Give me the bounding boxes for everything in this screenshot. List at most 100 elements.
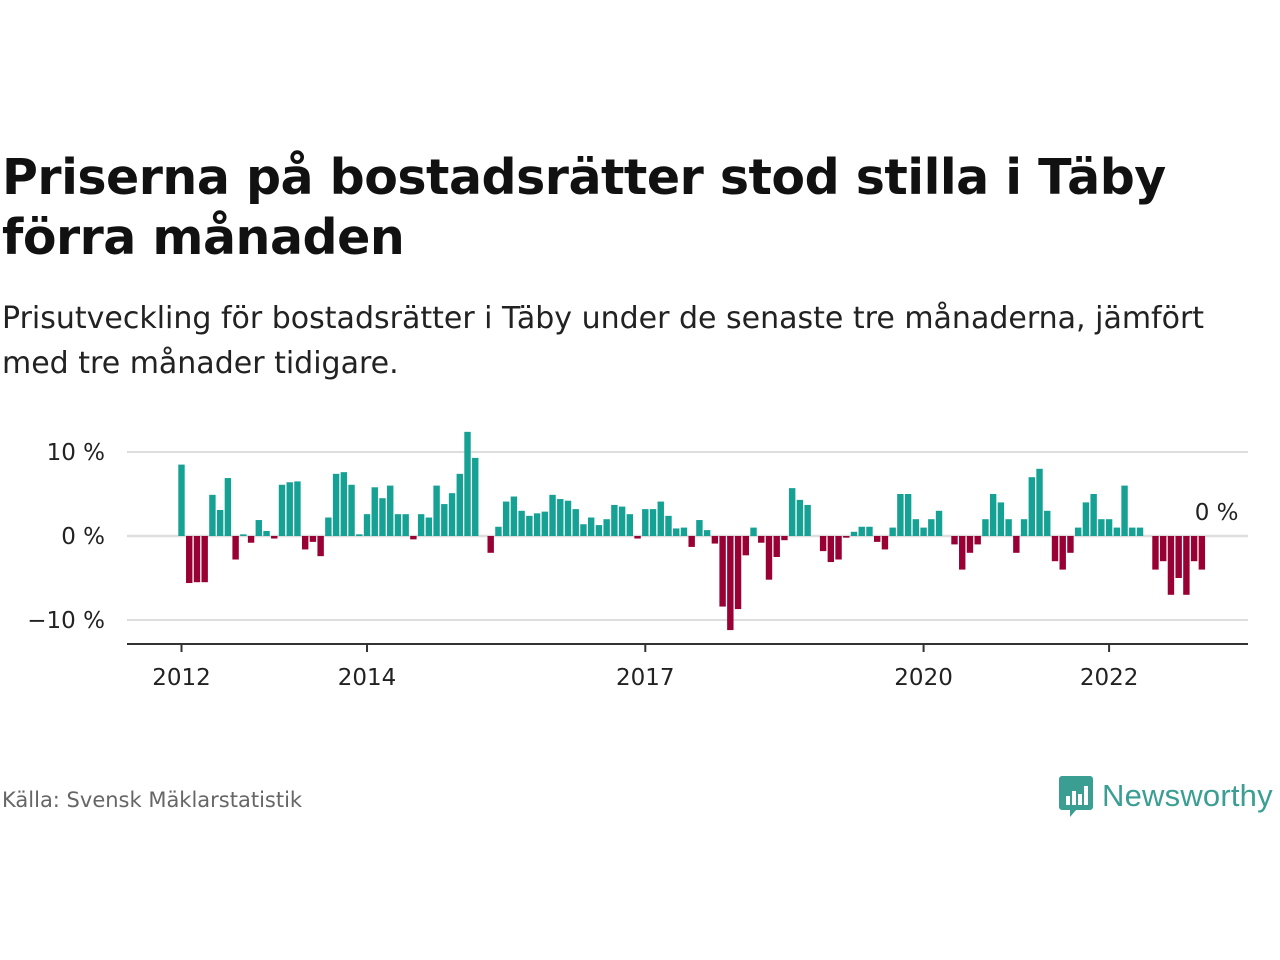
bar [371,487,378,536]
x-tick-label: 2022 [1080,665,1139,691]
bar [634,536,641,539]
bar [982,519,989,536]
bar [997,502,1005,536]
bar [526,515,533,536]
bar [1198,536,1206,570]
bar [680,527,688,536]
chart-subtitle: Prisutveckling för bostadsrätter i Täby … [2,301,1205,381]
bar [1113,527,1121,536]
bar [348,484,355,536]
bar [773,536,780,557]
bar [1090,494,1097,536]
bar [835,536,842,560]
last-value-label: 0 % [1195,500,1239,526]
bar [912,519,920,536]
bar [758,536,765,543]
bars [178,431,1206,631]
bar [874,536,881,542]
bar [572,509,579,536]
bar [727,536,734,631]
bar [1036,468,1043,536]
bar [317,536,324,557]
bar [549,494,556,536]
bar [533,513,541,536]
bar [1190,536,1198,562]
bar [1136,527,1144,536]
bar [1098,519,1105,536]
bar [742,536,749,556]
bar [843,536,850,538]
bar [278,484,286,536]
bar [448,493,456,536]
source-note: Källa: Svensk Mäklarstatistik [2,788,303,812]
bar [402,514,409,536]
bar [819,536,827,552]
bar [216,509,224,536]
bar [247,536,255,543]
bar [881,536,889,550]
bar [1067,536,1074,553]
bar [734,536,742,610]
bar [1167,536,1175,595]
bar [441,504,448,536]
y-tick-label: −10 % [27,608,105,634]
bar [765,536,773,580]
bar [472,457,479,536]
bar [1152,536,1159,570]
bar [464,431,471,536]
x-axis-labels: 2012 2014 2017 2020 2022 [152,665,1138,691]
bar [1082,502,1090,536]
bar [665,515,672,536]
bar [642,509,649,536]
bar [603,519,610,536]
bar [232,536,239,560]
bar [580,524,587,536]
bar [1105,519,1113,536]
chart-title: Priserna på bostadsrätter stod stilla i … [2,149,1166,266]
bar [1183,536,1190,595]
bar [673,528,680,536]
bar [595,525,603,536]
bar [1129,527,1136,536]
bar [750,527,757,536]
bar [618,506,626,536]
bar-chart: 10 % 0 % −10 % 2012 2014 2017 2020 2022 0 % [27,431,1248,691]
bar [1051,536,1059,562]
bar [1013,536,1020,553]
bar [1028,477,1035,536]
newsworthy-logo[interactable]: Newsworthy [1058,774,1273,818]
bar [363,514,371,536]
bar [866,526,873,536]
bar [518,510,525,536]
bar [301,536,309,550]
bar [935,510,943,536]
x-tick-label: 2014 [338,665,397,691]
bar [1074,527,1082,536]
bar [703,530,711,536]
bar [433,485,440,536]
bar [294,481,301,536]
bar [920,527,927,536]
bar [325,517,332,536]
bar [1044,510,1051,536]
bar [897,494,904,536]
bar [719,536,726,607]
x-axis [127,643,1248,652]
bar [240,534,247,536]
bar [1175,536,1182,578]
bar [827,536,835,563]
bar [951,536,958,545]
bar [410,536,417,540]
bar [394,514,402,536]
bar [186,536,193,584]
newsworthy-bar-chart-icon [1059,776,1093,817]
bar [850,531,858,536]
bar [966,536,974,553]
bar [657,501,664,536]
bar [387,485,394,536]
bar [796,499,804,536]
bar [858,526,865,536]
bar [502,501,510,536]
bar [781,536,788,541]
bar [263,530,270,536]
